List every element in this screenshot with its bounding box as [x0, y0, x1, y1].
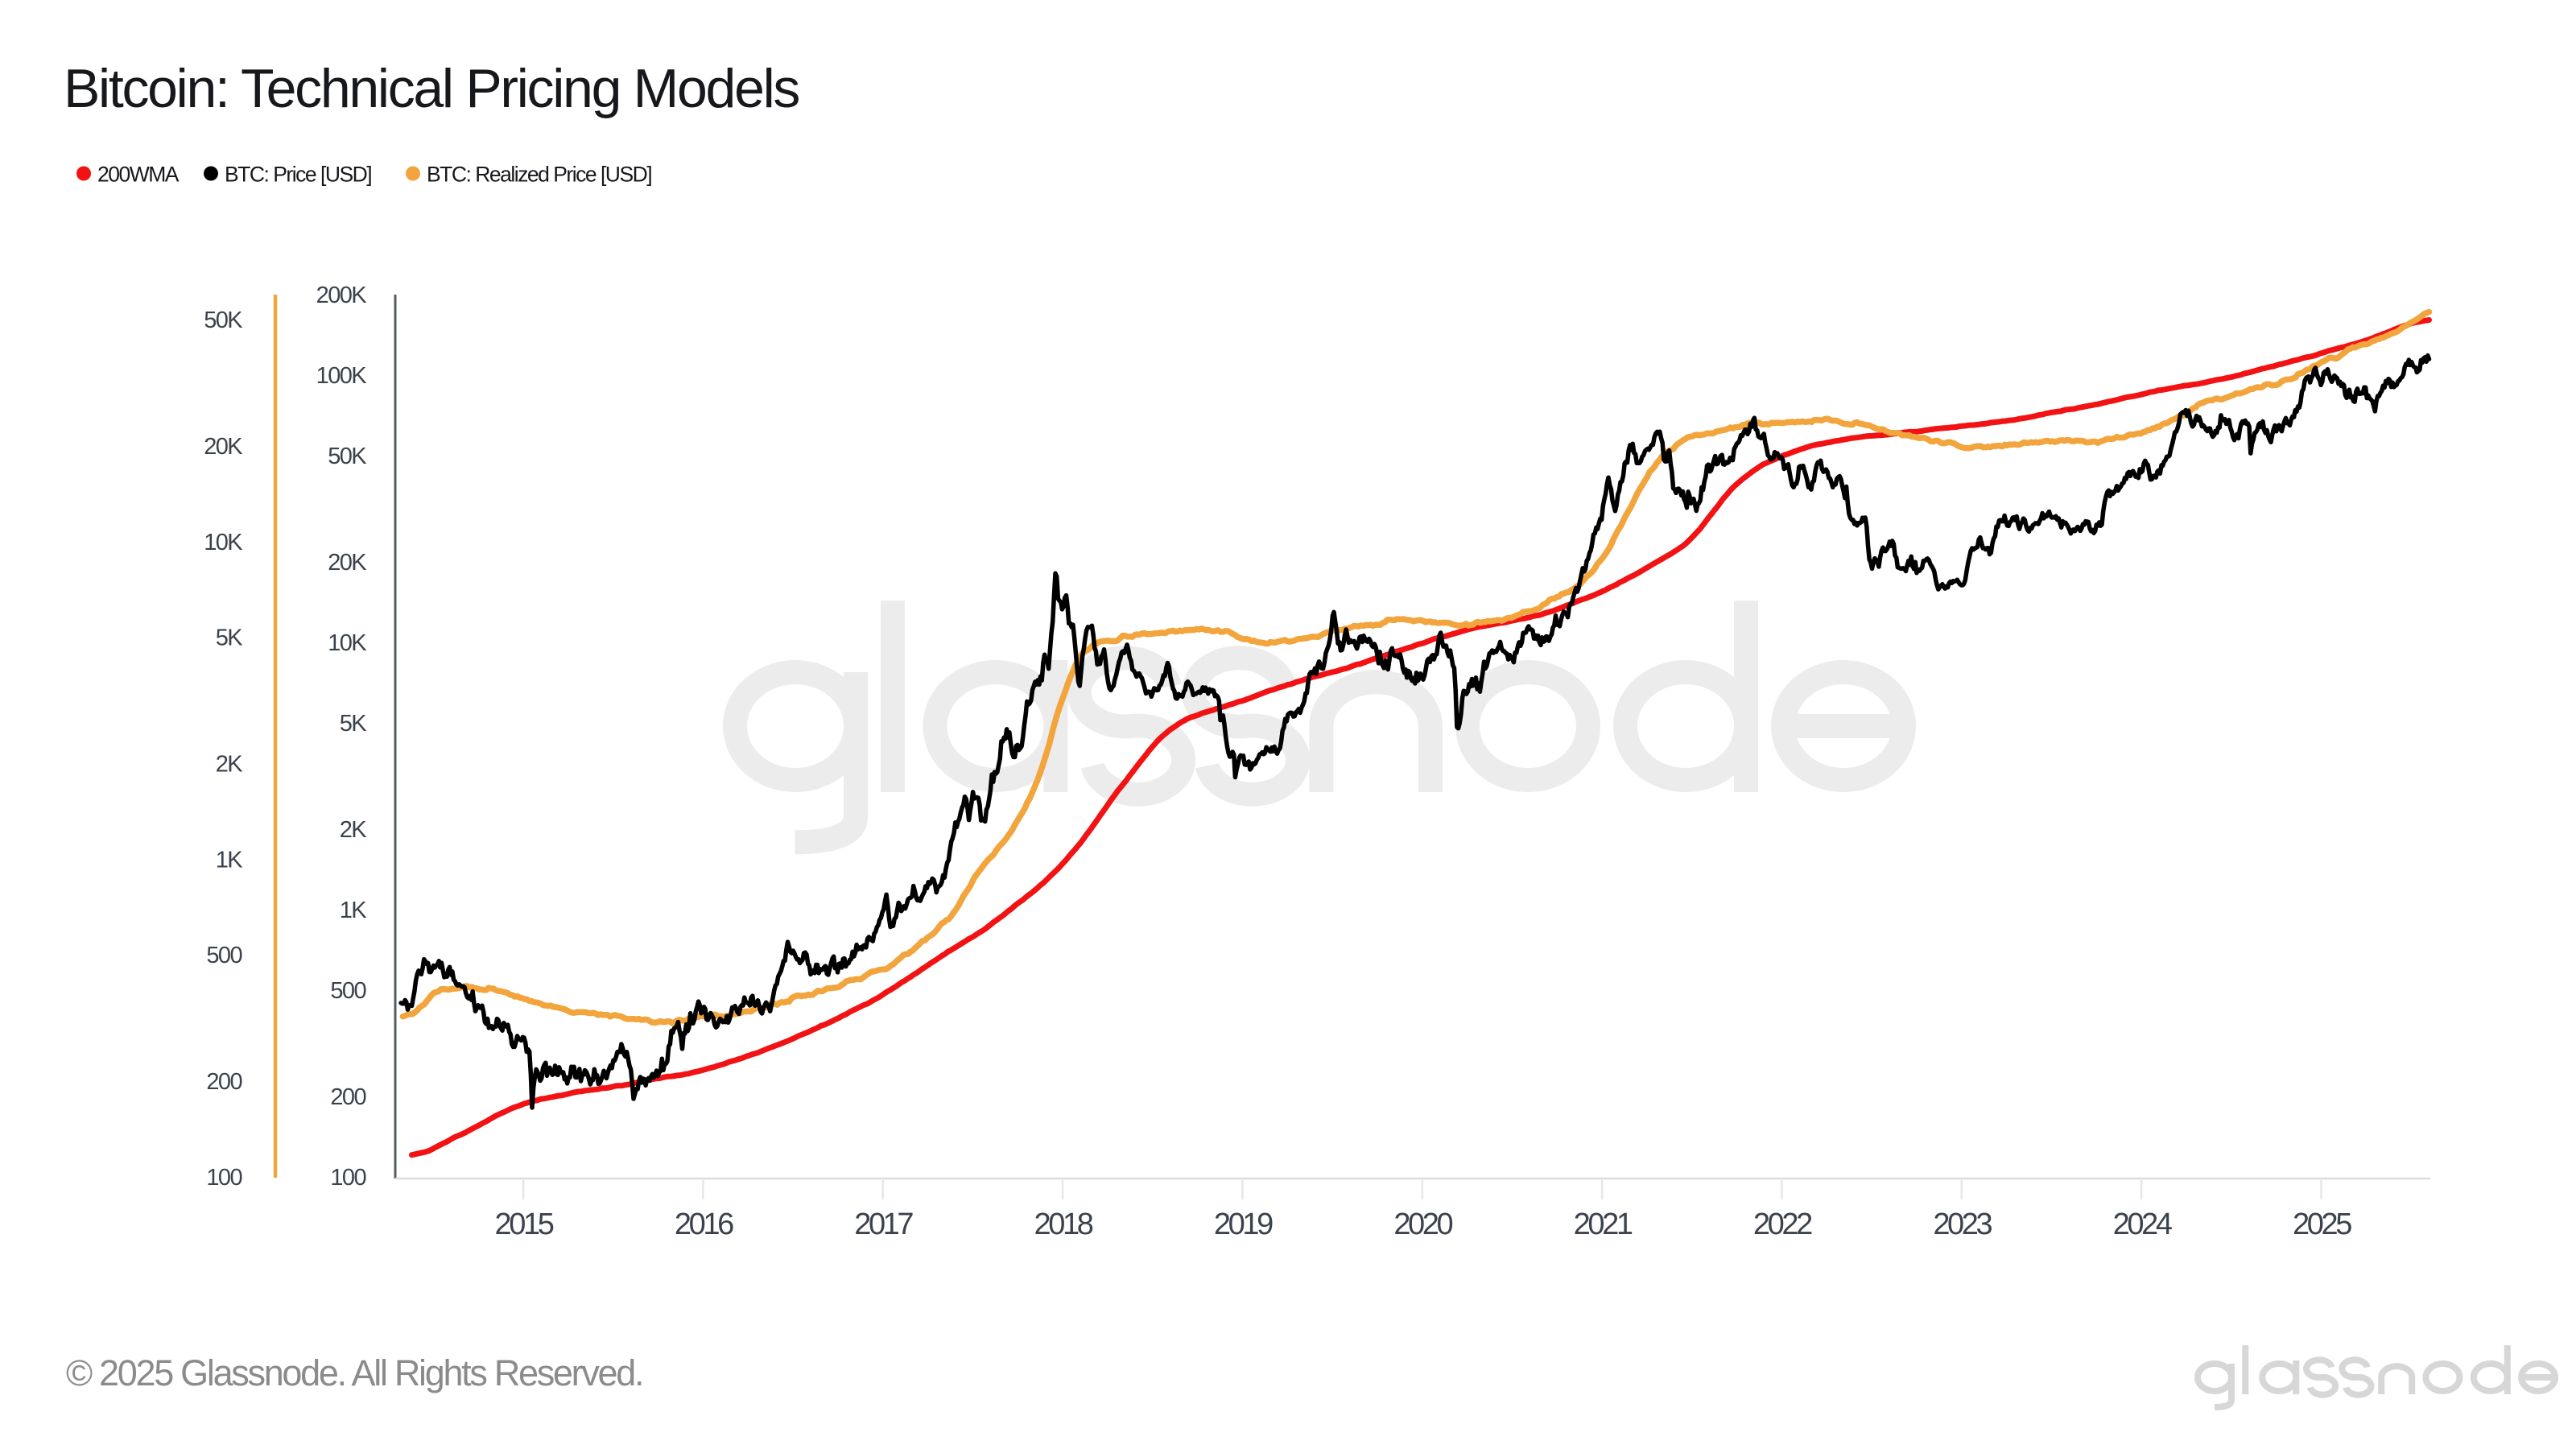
svg-text:200: 200 [206, 1069, 242, 1095]
svg-text:5K: 5K [340, 711, 368, 737]
svg-text:200WMA: 200WMA [97, 163, 180, 187]
svg-text:BTC: Realized Price [USD]: BTC: Realized Price [USD] [427, 163, 651, 187]
svg-text:20K: 20K [204, 434, 243, 460]
svg-text:2025: 2025 [2293, 1208, 2351, 1241]
svg-text:10K: 10K [204, 530, 243, 555]
svg-text:2020: 2020 [1393, 1208, 1452, 1241]
svg-text:2015: 2015 [495, 1208, 554, 1241]
svg-text:2024: 2024 [2113, 1208, 2173, 1241]
svg-text:2K: 2K [340, 817, 368, 843]
svg-text:100K: 100K [316, 363, 368, 389]
svg-text:2016: 2016 [675, 1208, 733, 1241]
svg-text:100: 100 [206, 1165, 242, 1191]
svg-text:Bitcoin: Technical Pricing Mod: Bitcoin: Technical Pricing Models [64, 58, 799, 119]
svg-text:50K: 50K [204, 308, 243, 333]
svg-text:2022: 2022 [1753, 1208, 1812, 1241]
svg-text:10K: 10K [328, 630, 367, 656]
svg-text:200: 200 [330, 1084, 365, 1110]
svg-text:200K: 200K [316, 283, 368, 308]
svg-text:BTC: Price [USD]: BTC: Price [USD] [225, 163, 371, 187]
svg-text:2018: 2018 [1034, 1208, 1093, 1241]
svg-text:50K: 50K [328, 444, 367, 469]
svg-text:5K: 5K [216, 625, 244, 651]
svg-text:2019: 2019 [1214, 1208, 1273, 1241]
svg-text:100: 100 [330, 1165, 365, 1191]
svg-text:2021: 2021 [1574, 1208, 1633, 1241]
svg-text:20K: 20K [328, 550, 367, 576]
svg-text:2023: 2023 [1933, 1208, 1992, 1241]
svg-text:1K: 1K [216, 847, 244, 873]
svg-text:2K: 2K [216, 752, 244, 778]
svg-text:500: 500 [206, 943, 242, 968]
svg-text:2017: 2017 [854, 1208, 913, 1241]
svg-text:© 2025 Glassnode. All Rights R: © 2025 Glassnode. All Rights Reserved. [66, 1352, 642, 1393]
svg-text:500: 500 [330, 978, 365, 1004]
svg-text:1K: 1K [340, 898, 368, 923]
